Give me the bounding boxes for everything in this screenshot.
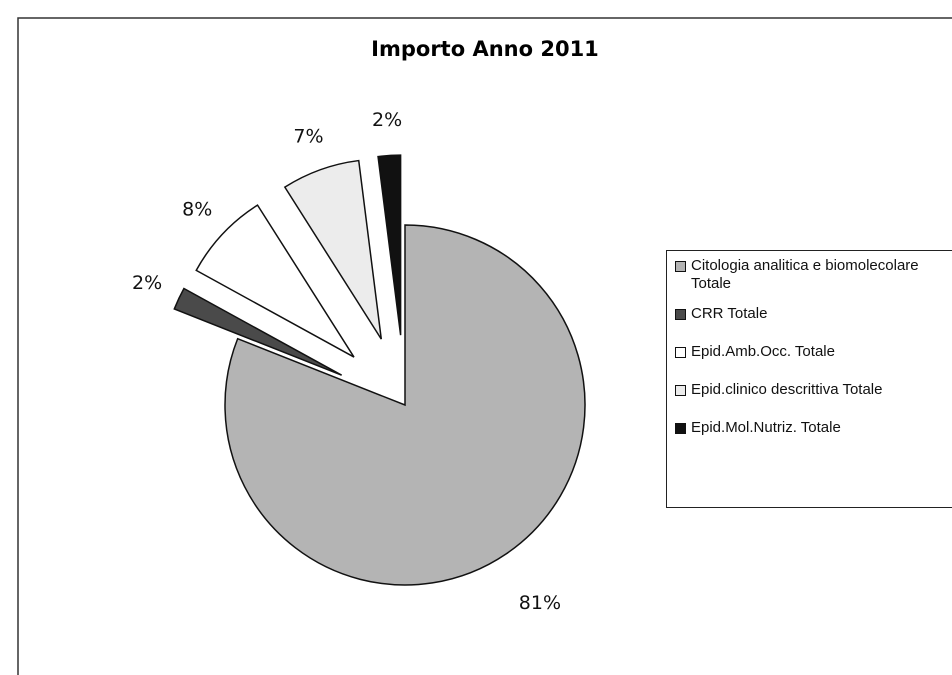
chart-frame (17, 17, 952, 675)
data-label: 7% (293, 125, 323, 147)
legend-swatch (675, 309, 686, 320)
pie-slice (283, 159, 383, 340)
pie-slice (224, 224, 586, 586)
legend: Citologia analitica e biomolecolare Tota… (666, 250, 952, 508)
data-label: 2% (132, 272, 162, 294)
chart-title: Importo Anno 2011 (371, 37, 599, 61)
legend-label: Epid.Mol.Nutriz. Totale (691, 419, 841, 436)
pie-slice (173, 287, 343, 376)
legend-item: Epid.clinico descrittiva Totale (675, 381, 948, 399)
legend-label: Epid.Amb.Occ. Totale (691, 343, 835, 360)
data-label: 8% (182, 198, 212, 220)
data-label: 2% (372, 109, 402, 131)
legend-item: Citologia analitica e biomolecolare Tota… (675, 257, 948, 293)
legend-label: Citologia analitica e biomolecolare Tota… (691, 257, 919, 292)
pie-slice (195, 204, 355, 358)
legend-item: Epid.Amb.Occ. Totale (675, 343, 948, 361)
legend-swatch (675, 347, 686, 358)
legend-item: CRR Totale (675, 305, 948, 323)
pie-slice (377, 154, 402, 336)
legend-item: Epid.Mol.Nutriz. Totale (675, 419, 948, 437)
legend-label: Epid.clinico descrittiva Totale (691, 381, 883, 398)
legend-swatch (675, 261, 686, 272)
data-label: 81% (519, 592, 561, 614)
legend-swatch (675, 423, 686, 434)
legend-label: CRR Totale (691, 305, 768, 322)
legend-swatch (675, 385, 686, 396)
